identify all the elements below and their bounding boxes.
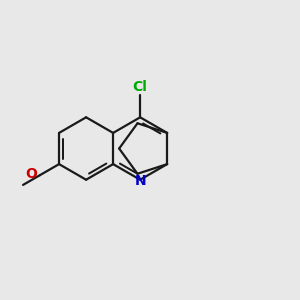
Text: N: N [134, 174, 146, 188]
Text: Cl: Cl [133, 80, 148, 94]
Text: O: O [25, 167, 37, 181]
